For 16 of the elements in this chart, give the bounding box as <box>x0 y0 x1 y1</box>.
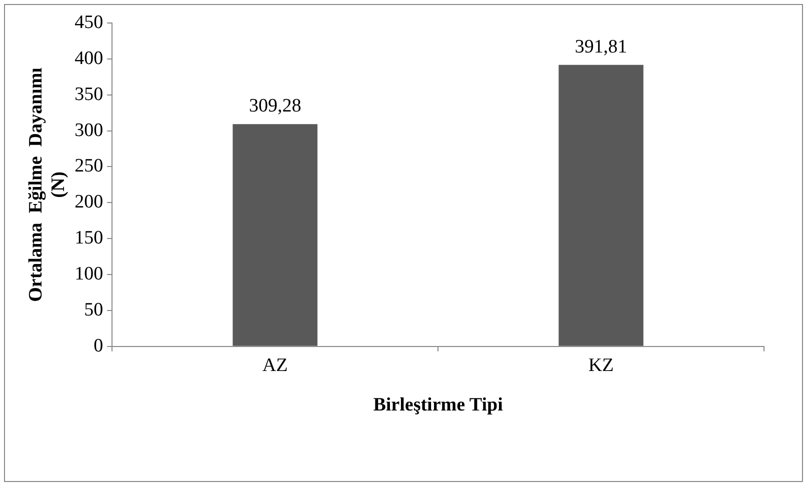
y-tick-label: 200 <box>74 192 104 213</box>
y-tick-label: 50 <box>84 299 104 320</box>
x-tick-label: AZ <box>262 354 288 376</box>
y-tick-label: 150 <box>74 228 104 249</box>
y-tick-label: 300 <box>74 120 104 141</box>
y-tick-label: 450 <box>74 12 104 33</box>
data-label: 309,28 <box>248 96 302 117</box>
data-label: 391,81 <box>574 36 628 58</box>
y-tick-label: 350 <box>74 84 104 105</box>
y-tick-label: 250 <box>74 156 104 177</box>
x-tick-label: KZ <box>588 354 614 376</box>
y-tick-label: 400 <box>74 48 104 69</box>
x-axis-title: Birleştirme Tipi <box>373 394 503 416</box>
y-axis-title: Ortalama Eğilme Dayanımı (N) <box>25 68 70 302</box>
y-tick-label: 100 <box>74 264 104 285</box>
y-tick-label: 0 <box>94 335 104 356</box>
